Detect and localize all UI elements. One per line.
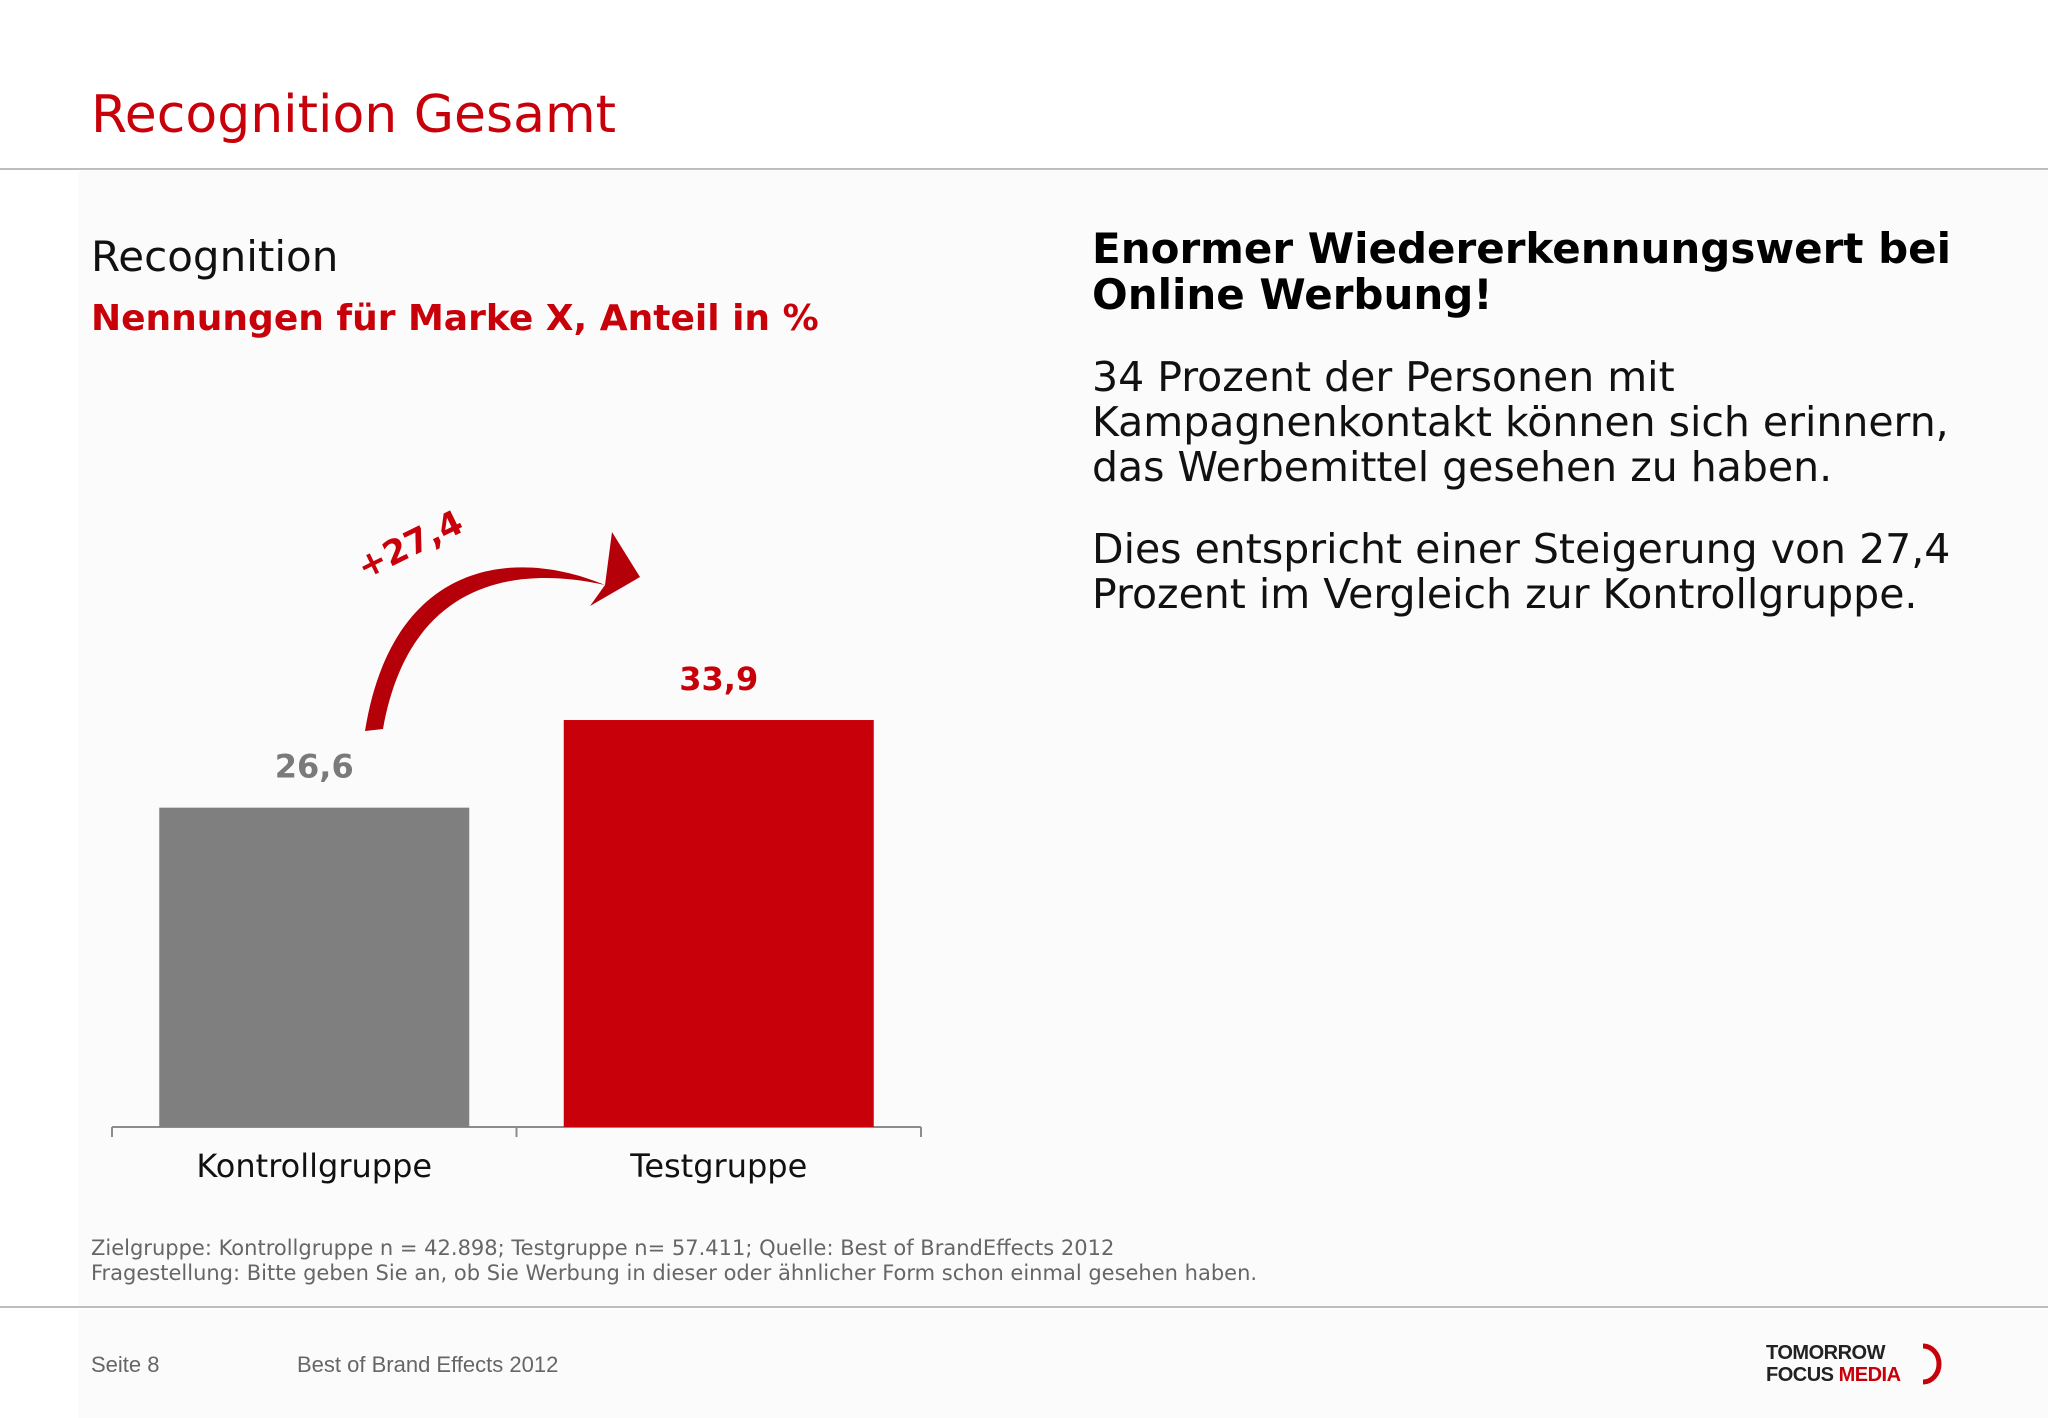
company-logo: TOMORROW FOCUS MEDIA — [1766, 1342, 1942, 1386]
increase-arrow-icon — [365, 532, 640, 731]
page-number: Seite 8 — [91, 1352, 160, 1377]
footer-divider — [0, 1306, 2048, 1308]
bar-testgruppe — [563, 720, 874, 1127]
logo-text-line2: FOCUS MEDIA — [1766, 1364, 1901, 1386]
data-label: 33,9 — [679, 660, 758, 698]
findings-paragraph-1: 34 Prozent der Personen mit Kampagnenkon… — [1092, 353, 1949, 491]
key-findings: Enormer Wiedererkennungswert bei Online … — [1092, 226, 1992, 617]
bar-kontrollgruppe — [159, 807, 470, 1127]
footer-background — [78, 1310, 2048, 1418]
slide-title: Recognition Gesamt — [91, 85, 617, 145]
chart-subheading: Nennungen für Marke X, Anteil in % — [91, 298, 819, 339]
chart-heading: Recognition — [91, 232, 339, 281]
question-note: Fragestellung: Bitte geben Sie an, ob Si… — [91, 1261, 1258, 1285]
logo-text-line1: TOMORROW — [1766, 1342, 1885, 1364]
logo-text-focus: FOCUS — [1766, 1364, 1834, 1386]
growth-annotation: +27,4 — [351, 503, 470, 588]
findings-headline: Enormer Wiedererkennungswert bei Online … — [1092, 224, 1952, 319]
findings-paragraph-2: Dies entspricht einer Steigerung von 27,… — [1092, 525, 1951, 618]
footer-event-label: Best of Brand Effects 2012 — [297, 1352, 559, 1377]
logo-arc-icon — [1922, 1343, 1942, 1385]
title-divider — [0, 168, 2048, 170]
data-label: 26,6 — [275, 748, 354, 786]
logo-text-media: MEDIA — [1838, 1364, 1901, 1386]
x-tick-label: Testgruppe — [629, 1147, 807, 1185]
x-tick-label: Kontrollgruppe — [196, 1147, 432, 1185]
sample-note: Zielgruppe: Kontrollgruppe n = 42.898; T… — [91, 1236, 1115, 1260]
